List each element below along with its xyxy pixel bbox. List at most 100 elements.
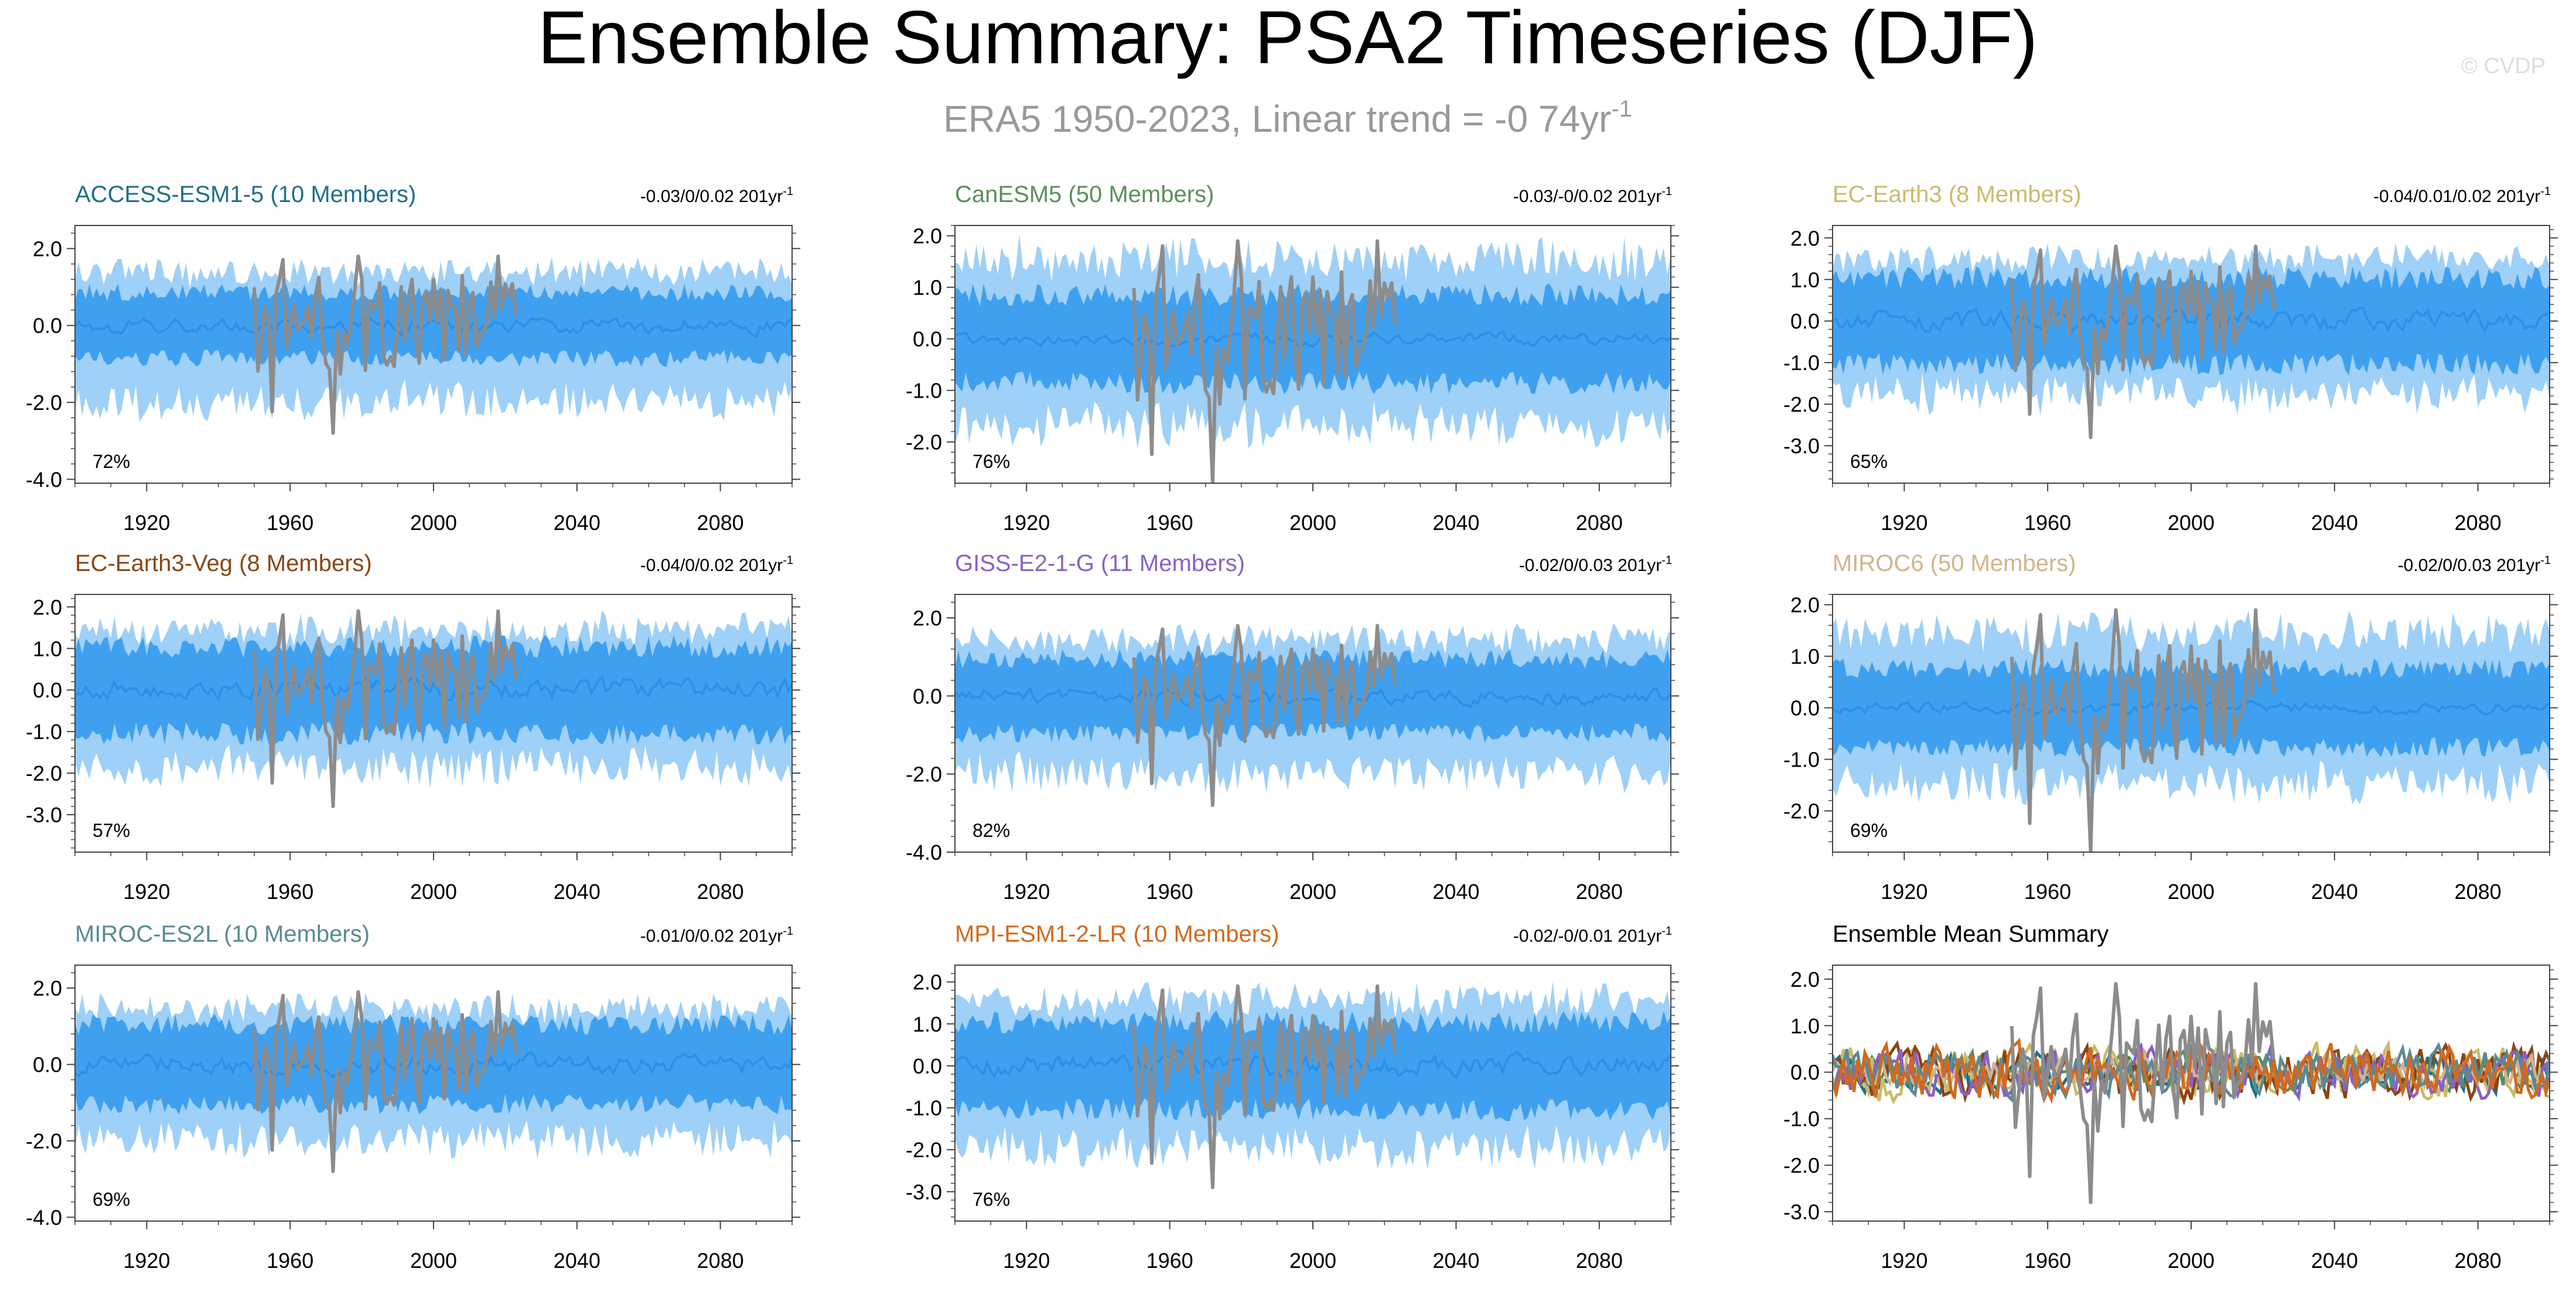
- y-tick-label: 1.0: [1790, 1014, 1820, 1038]
- x-tick-label: 1920: [1003, 1249, 1050, 1273]
- y-tick-label: 2.0: [1790, 226, 1820, 250]
- trend-value: -0.01/0/0.02 201yr: [640, 926, 783, 946]
- x-tick-label: 2080: [2455, 511, 2502, 535]
- panel-trend-label: -0.02/0/0.03 201yr-1: [2398, 554, 2551, 575]
- x-tick-label: 1920: [123, 511, 170, 535]
- x-tick-label: 2000: [1289, 880, 1336, 904]
- x-tick-label: 2040: [554, 880, 601, 904]
- plot-area: [75, 990, 792, 1174]
- era5-observed-line: [253, 990, 518, 1174]
- ensemble-mean-line: [1833, 306, 2550, 334]
- y-tick-label: -1.0: [26, 720, 62, 744]
- panel-6: MIROC6 (50 Members) -0.02/0/0.03 201yr-1 2…: [1783, 551, 2558, 904]
- plot-area: [1833, 982, 2550, 1205]
- x-tick-label: 1960: [1147, 880, 1193, 904]
- percent-label: 76%: [973, 451, 1010, 472]
- panel-trend-label: -0.04/0/0.02 201yr-1: [640, 554, 793, 575]
- y-tick-label: 2.0: [913, 224, 942, 248]
- ensemble-mean-line: [955, 686, 1671, 709]
- x-tick-label: 2000: [1289, 1249, 1336, 1273]
- x-tick-label: 1920: [123, 880, 170, 904]
- panel-trend-label: -0.04/0.01/0.02 201yr-1: [2373, 185, 2551, 206]
- panel-trend-label: -0.01/0/0.02 201yr-1: [640, 925, 793, 946]
- x-tick-label: 2080: [2455, 880, 2502, 904]
- y-tick-label: -2.0: [1783, 1154, 1820, 1178]
- y-tick-label: -1.0: [1783, 351, 1820, 375]
- x-tick-label: 2040: [1432, 511, 1479, 535]
- trend-value: -0.02/-0/0.01 201yr: [1513, 926, 1662, 946]
- y-tick-label: -1.0: [906, 379, 942, 403]
- plot-area: [955, 234, 1671, 483]
- x-tick-label: 1960: [2024, 880, 2071, 904]
- x-tick-label: 1920: [1881, 1249, 1927, 1273]
- x-tick-label: 1960: [1147, 1249, 1193, 1273]
- y-tick-label: 1.0: [913, 1012, 942, 1036]
- subtitle-text: ERA5 1950-2023, Linear trend = -0 74yr: [943, 98, 1611, 140]
- x-tick-label: 1960: [267, 880, 313, 904]
- era5-observed-line: [2010, 982, 2275, 1205]
- percent-label: 72%: [93, 451, 130, 472]
- panel-8: MPI-ESM1-2-LR (10 Members) -0.02/-0/0.01 …: [906, 921, 1679, 1273]
- y-tick-label: 2.0: [1790, 967, 1820, 991]
- mean-line-giss-e2-1-g: [1833, 1042, 2550, 1102]
- y-tick-label: -1.0: [1783, 1107, 1820, 1131]
- figure-title: Ensemble Summary: PSA2 Timeseries (DJF): [538, 0, 2038, 80]
- y-tick-label: -2.0: [906, 430, 942, 454]
- mean-line-mpi-esm1-2-lr: [1833, 1037, 2550, 1105]
- x-tick-label: 2000: [410, 1249, 457, 1273]
- panel-4: EC-Earth3-Veg (8 Members) -0.04/0/0.02 20…: [26, 551, 800, 904]
- era5-observed-line: [1132, 239, 1397, 483]
- x-tick-label: 1960: [1147, 511, 1193, 535]
- plot-area: [75, 254, 792, 435]
- panel-3: EC-Earth3 (8 Members) -0.04/0.01/0.02 201…: [1783, 182, 2558, 535]
- x-tick-label: 2080: [1576, 511, 1623, 535]
- x-tick-label: 2040: [2311, 880, 2358, 904]
- x-tick-label: 1920: [1881, 880, 1927, 904]
- trend-value: -0.02/0/0.03 201yr: [2398, 556, 2541, 575]
- y-tick-label: -1.0: [906, 1096, 942, 1120]
- era5-observed-line: [2010, 608, 2275, 852]
- subtitle-superscript: -1: [1611, 96, 1632, 122]
- plot-area: [955, 982, 1671, 1189]
- x-tick-label: 2040: [2311, 511, 2358, 535]
- x-tick-label: 2080: [697, 880, 744, 904]
- y-tick-label: -4.0: [26, 1205, 62, 1229]
- y-tick-label: 0.0: [33, 678, 62, 702]
- panels-grid: ACCESS-ESM1-5 (10 Members) -0.03/0/0.02 2…: [26, 182, 2558, 1273]
- era5-observed-line: [1132, 984, 1397, 1189]
- figure-subtitle: ERA5 1950-2023, Linear trend = -0 74yr-1: [943, 96, 1632, 140]
- panel-5: GISS-E2-1-G (11 Members) -0.02/0/0.03 201…: [906, 551, 1679, 904]
- trend-superscript: -1: [1661, 554, 1672, 567]
- plot-area: [1833, 243, 2550, 439]
- y-tick-label: 0.0: [33, 1053, 62, 1077]
- y-tick-label: -3.0: [1783, 434, 1820, 458]
- trend-superscript: -1: [783, 185, 793, 198]
- x-tick-label: 1960: [2024, 511, 2071, 535]
- x-tick-label: 1920: [1003, 880, 1050, 904]
- ensemble-mean-line: [1833, 699, 2550, 716]
- ensemble-mean-line: [75, 315, 792, 339]
- y-tick-label: -2.0: [1783, 799, 1820, 823]
- ensemble-mean-line: [955, 329, 1671, 348]
- trend-superscript: -1: [783, 554, 793, 567]
- y-tick-label: -2.0: [906, 763, 942, 787]
- ensemble-mean-line: [955, 1049, 1671, 1081]
- x-tick-label: 2000: [2168, 511, 2215, 535]
- trend-superscript: -1: [2540, 185, 2551, 198]
- trend-value: -0.04/0/0.02 201yr: [640, 556, 783, 575]
- plot-area: [1833, 608, 2550, 852]
- x-tick-label: 2040: [2311, 1249, 2358, 1273]
- ensemble-mean-line: [75, 1051, 792, 1079]
- y-tick-label: 0.0: [1790, 309, 1820, 333]
- panel-title: EC-Earth3 (8 Members): [1833, 182, 2082, 207]
- panel-title: MIROC-ES2L (10 Members): [75, 921, 370, 947]
- panel-title: MPI-ESM1-2-LR (10 Members): [955, 921, 1279, 947]
- y-tick-label: -2.0: [26, 391, 62, 415]
- trend-superscript: -1: [1661, 185, 1672, 198]
- y-tick-label: -3.0: [906, 1180, 942, 1204]
- x-tick-label: 2000: [410, 880, 457, 904]
- y-tick-label: -2.0: [1783, 392, 1820, 416]
- ensemble-mean-line: [75, 675, 792, 704]
- y-tick-label: 2.0: [1790, 593, 1820, 617]
